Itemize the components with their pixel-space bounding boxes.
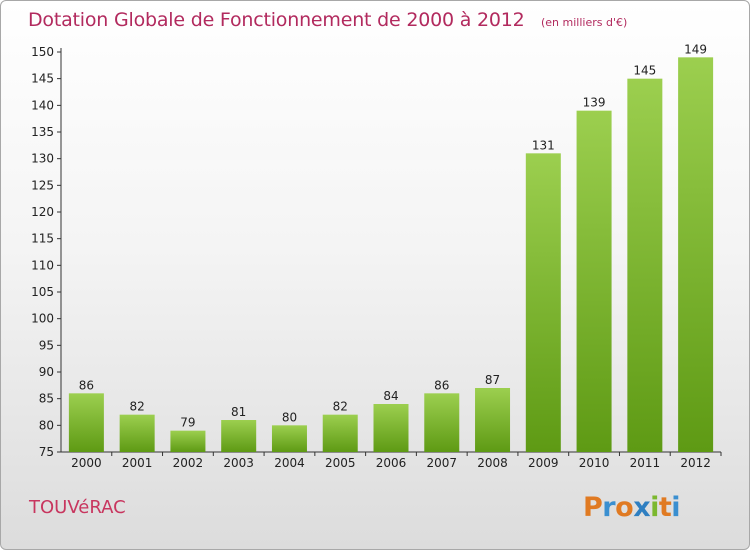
value-label-2007: 86 — [434, 378, 449, 392]
bar-2006 — [373, 404, 409, 452]
value-label-2012: 149 — [684, 42, 707, 56]
bars — [68, 57, 714, 453]
proxiti-logo[interactable]: Proxiti — [583, 491, 693, 525]
bar-2000 — [68, 393, 104, 452]
x-tick-label: 2001 — [122, 456, 153, 470]
value-label-2005: 82 — [333, 400, 348, 414]
y-tick-label: 130 — [31, 152, 54, 166]
y-tick-label: 105 — [31, 285, 54, 299]
y-tick-label: 95 — [39, 338, 54, 352]
logo-letter: x — [633, 492, 651, 523]
x-tick-label: 2005 — [325, 456, 356, 470]
value-label-2004: 80 — [282, 410, 297, 424]
logo-letter: t — [658, 492, 672, 523]
bar-2009 — [525, 153, 561, 453]
bar-2012 — [678, 57, 714, 452]
y-tick-label: 85 — [39, 392, 54, 406]
bar-2003 — [221, 420, 257, 452]
y-tick-label: 115 — [31, 232, 54, 246]
chart-title: Dotation Globale de Fonctionnement de 20… — [28, 9, 525, 31]
x-tick-label: 2003 — [223, 456, 254, 470]
bar-2007 — [424, 393, 460, 452]
y-tick-label: 145 — [31, 72, 54, 86]
bar-2005 — [322, 414, 358, 452]
y-tick-label: 100 — [31, 312, 54, 326]
x-tick-label: 2009 — [528, 456, 559, 470]
x-tick-label: 2006 — [376, 456, 407, 470]
logo-letter: r — [602, 492, 616, 523]
value-label-2006: 84 — [383, 389, 398, 403]
y-tick-label: 110 — [31, 258, 54, 272]
x-tick-label: 2007 — [426, 456, 457, 470]
value-label-2010: 139 — [583, 96, 606, 110]
value-label-2008: 87 — [485, 373, 500, 387]
y-tick-label: 120 — [31, 205, 54, 219]
logo-letter: P — [583, 492, 603, 523]
y-tick-label: 140 — [31, 98, 54, 112]
bar-2008 — [475, 388, 511, 452]
value-label-2003: 81 — [231, 405, 246, 419]
logo-letter: i — [671, 492, 681, 523]
x-tick-label: 2002 — [173, 456, 204, 470]
bar-2010 — [576, 110, 612, 453]
value-label-2011: 145 — [633, 64, 656, 78]
value-label-2001: 82 — [130, 400, 145, 414]
value-label-2002: 79 — [180, 416, 195, 430]
y-tick-label: 90 — [39, 365, 54, 379]
bar-2002 — [170, 430, 206, 452]
bar-2004 — [271, 425, 307, 452]
x-tick-label: 2012 — [680, 456, 711, 470]
logo-letter: o — [615, 492, 634, 523]
logo-letter: i — [650, 492, 659, 523]
y-tick-label: 80 — [39, 418, 54, 432]
y-tick-label: 75 — [39, 445, 54, 459]
value-labels: 86 82 79 81 80 82 84 86 87 131 139 145 149 — [79, 42, 707, 429]
y-tick-label: 150 — [31, 45, 54, 59]
y-tick-label: 125 — [31, 178, 54, 192]
bar-2001 — [119, 414, 155, 452]
x-tick-label: 2000 — [71, 456, 102, 470]
chart-subtitle: (en milliers d'€) — [541, 16, 628, 29]
bar-2011 — [627, 78, 663, 453]
x-tick-label: 2010 — [579, 456, 610, 470]
x-tick-label: 2011 — [630, 456, 661, 470]
x-tick-label: 2008 — [477, 456, 508, 470]
commune-name: TOUVéRAC — [29, 497, 126, 518]
value-label-2009: 131 — [532, 138, 555, 152]
value-label-2000: 86 — [79, 378, 94, 392]
y-tick-label: 135 — [31, 125, 54, 139]
x-tick-label: 2004 — [274, 456, 305, 470]
